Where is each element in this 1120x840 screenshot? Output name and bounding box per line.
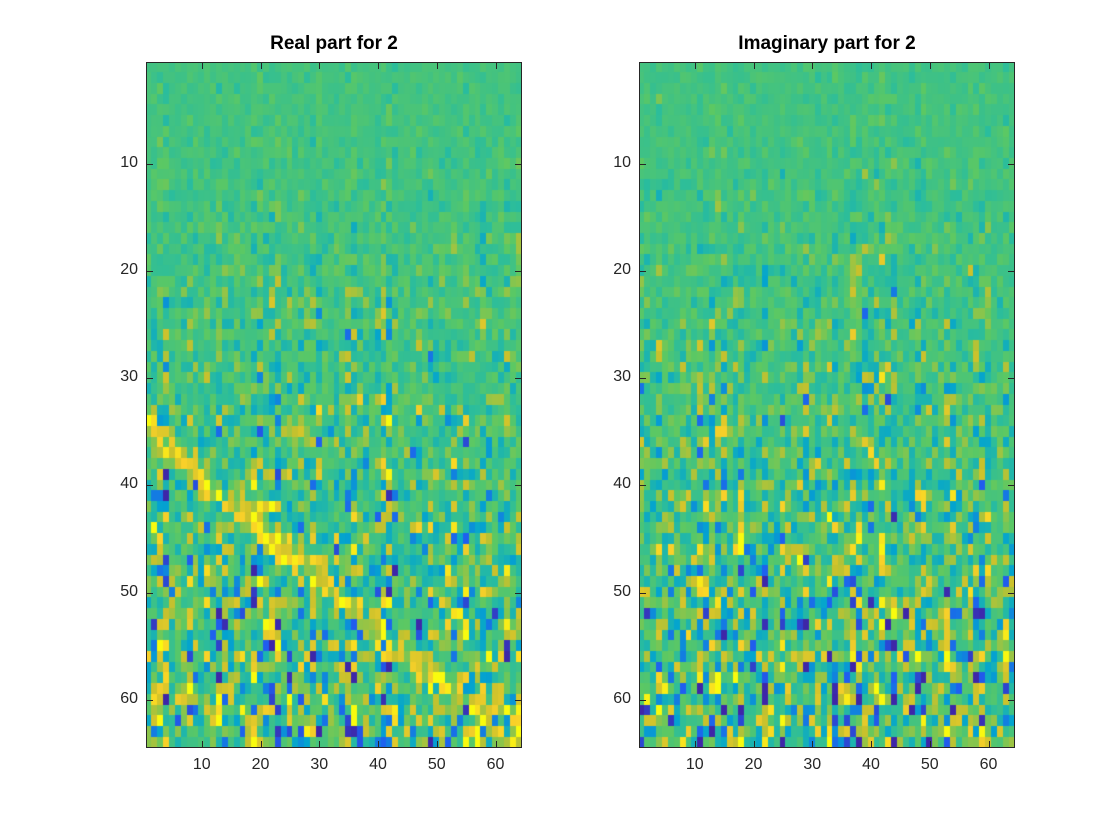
left-y-tick-label: 60	[120, 689, 138, 707]
left-x-tick-label: 60	[486, 756, 505, 773]
right-heatmap-axes[interactable]: 10 20 30 40 50 60 10 20 30 40 50 60	[613, 62, 1015, 773]
left-plot-title: Real part for 2	[270, 33, 398, 54]
right-y-tick-label: 10	[613, 153, 631, 171]
left-x-tick-label: 20	[251, 756, 270, 773]
left-y-tick-label: 30	[120, 368, 138, 386]
right-x-tick-label: 60	[979, 756, 998, 773]
right-x-tick-label: 30	[803, 756, 822, 773]
right-x-tick-label: 50	[920, 756, 939, 773]
left-axes-box	[146, 62, 522, 748]
right-y-tick-label: 40	[613, 475, 631, 493]
left-heatmap-image	[146, 62, 522, 748]
right-x-tick-label: 10	[685, 756, 704, 773]
left-y-tick-label: 20	[120, 261, 138, 279]
right-y-tick-label: 60	[613, 689, 631, 707]
left-axes-frame	[146, 62, 522, 748]
right-x-tick-label: 20	[744, 756, 763, 773]
left-y-tick-label: 10	[120, 153, 138, 171]
left-x-tick-label: 10	[192, 756, 211, 773]
left-heatmap-axes[interactable]: 10 20 30 40 50 60 10 20 30 40 50 60	[120, 62, 522, 773]
left-x-tick-label: 40	[369, 756, 387, 773]
right-plot-title: Imaginary part for 2	[738, 33, 916, 54]
left-y-tick-label: 50	[120, 582, 138, 600]
right-y-tick-label: 20	[613, 261, 631, 279]
left-y-tick-label: 40	[120, 475, 138, 493]
right-y-tick-label: 30	[613, 368, 631, 386]
right-y-tick-label: 50	[613, 582, 631, 600]
right-x-tick-label: 40	[862, 756, 880, 773]
left-x-tick-label: 50	[427, 756, 446, 773]
right-heatmap-image	[639, 62, 1015, 748]
right-axes-box	[639, 62, 1015, 748]
right-axes-frame	[639, 62, 1015, 748]
left-x-tick-label: 30	[310, 756, 329, 773]
